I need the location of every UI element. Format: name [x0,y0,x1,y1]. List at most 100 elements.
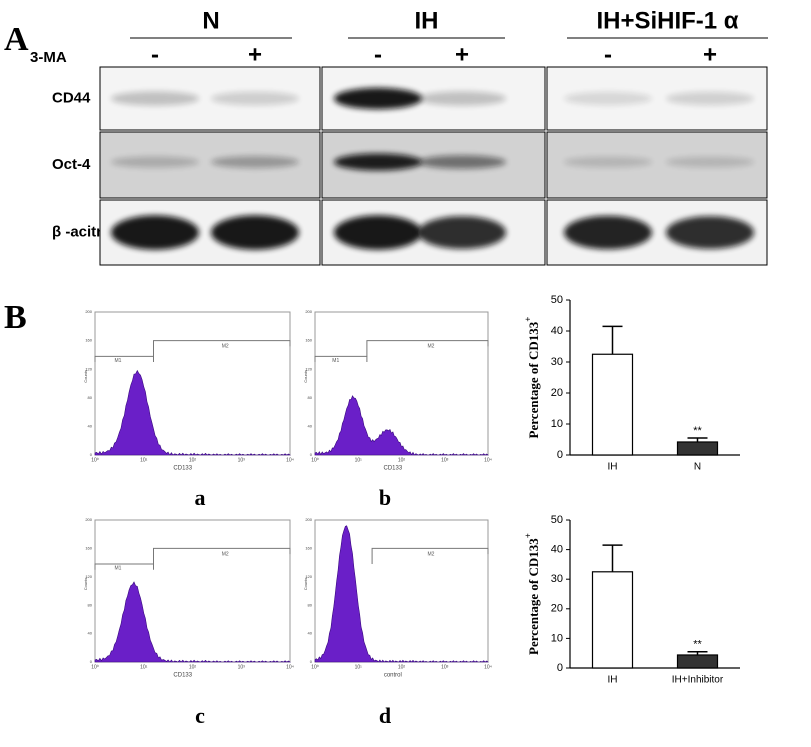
error-bar [687,437,708,442]
blot-band [418,155,506,169]
y-tick-label: 40 [551,325,563,337]
histogram-fill [314,395,489,456]
blot-band [666,91,754,106]
subpanel-label: c [195,703,205,728]
blot-band [666,156,754,168]
histogram-xlabel: CD133 [173,673,192,679]
histogram-fill [94,581,292,663]
treatment-sign: + [703,41,717,68]
histogram-xlabel: control [384,673,402,679]
bar [591,353,634,456]
histogram-ylabel: Counts [83,370,88,383]
row-label: CD44 [52,89,91,106]
y-tick-label: 30 [551,573,563,585]
y-axis-label: Percentage of CD133+ [523,533,541,655]
histogram-y-tick: 40 [88,631,93,636]
y-tick-label: 40 [551,544,563,556]
subpanel-label: d [379,703,391,728]
histogram-y-tick: 160 [85,338,92,343]
treatment-sign: - [604,41,612,68]
gate-m2 [366,340,489,357]
histogram-xlabel: CD133 [384,466,403,472]
y-axis-label-superscript: + [523,533,533,538]
histogram-y-tick: 40 [88,423,93,428]
treatment-sign: + [455,41,469,68]
blot-band [211,215,299,250]
histogram-y-tick: 160 [305,338,312,343]
histogram-y-tick: 120 [305,574,312,579]
histogram-x-tick: 10² [189,664,197,670]
histogram-x-tick: 10⁴ [286,457,294,463]
histogram-y-tick: 0 [310,452,313,457]
blot-band [334,153,422,171]
x-tick-label: IH [608,462,618,473]
histogram-x-tick: 10⁴ [286,664,294,670]
treatment-sign: + [248,41,262,68]
blot-band [666,216,754,249]
histogram-y-tick: 80 [88,602,93,607]
significance: ** [693,425,702,437]
y-tick-label: 20 [551,603,563,615]
gate-label: M1 [332,358,339,364]
row-label: Oct-4 [52,156,91,173]
histogram-x-tick: 10² [398,457,406,463]
histogram-x-tick: 10⁴ [484,664,492,670]
blot-band [111,215,199,250]
y-axis-label-superscript: + [523,317,533,322]
blot-band [334,87,422,110]
histogram-x-tick: 10¹ [140,457,148,463]
bar [591,571,634,669]
blot-band [564,215,652,250]
histogram-y-tick: 160 [305,545,312,550]
histogram-y-tick: 0 [90,659,93,664]
gate-label: M2 [222,344,229,350]
blot-band [211,91,299,106]
subpanel-label: b [379,485,391,510]
treatment-sign: - [151,41,159,68]
y-tick-label: 10 [551,418,563,430]
blot-band [111,156,199,168]
blot-band [564,91,652,106]
y-tick-label: 0 [557,662,563,674]
histogram-x-tick: 10⁰ [311,664,319,670]
histogram-ylabel: Counts [83,578,88,591]
histogram-y-tick: 40 [308,423,313,428]
histogram-x-tick: 10¹ [140,664,148,670]
blot-band [111,91,199,106]
y-axis-label-text: Percentage of CD133 [526,321,541,438]
histogram-y-tick: 120 [305,366,312,371]
histogram-x-tick: 10³ [441,457,449,463]
histogram-x-tick: 10⁰ [91,457,99,463]
histogram-x-tick: 10² [398,664,406,670]
histogram-y-tick: 120 [85,366,92,371]
gate-label: M1 [115,358,122,364]
x-tick-label: N [694,462,701,473]
histogram-fill [314,525,489,663]
x-tick-label: IH+Inhibitor [672,675,724,686]
row-label: β -acitn [52,223,105,240]
histogram-x-tick: 10¹ [355,664,363,670]
histogram-ylabel: Counts [303,578,308,591]
treatment-label: 3-MA [30,49,67,66]
histogram-fill [94,369,292,456]
panel-label: A [4,21,29,58]
y-tick-label: 10 [551,632,563,644]
histogram-y-tick: 0 [310,659,313,664]
histogram-y-tick: 80 [308,395,313,400]
gate-label: M2 [427,551,434,557]
gate-label: M1 [115,566,122,572]
blot-band [418,216,506,249]
y-tick-label: 20 [551,387,563,399]
histogram-x-tick: 10⁰ [311,457,319,463]
bar [676,654,719,669]
histogram-xlabel: CD133 [173,466,192,472]
histogram-y-tick: 200 [85,517,92,522]
histogram-ylabel: Counts [303,370,308,383]
subpanel-label: a [195,485,206,510]
histogram-x-tick: 10⁰ [91,664,99,670]
blot-band [418,91,506,106]
panel-label: B [4,299,27,336]
y-tick-label: 30 [551,356,563,368]
histogram-y-tick: 160 [85,545,92,550]
